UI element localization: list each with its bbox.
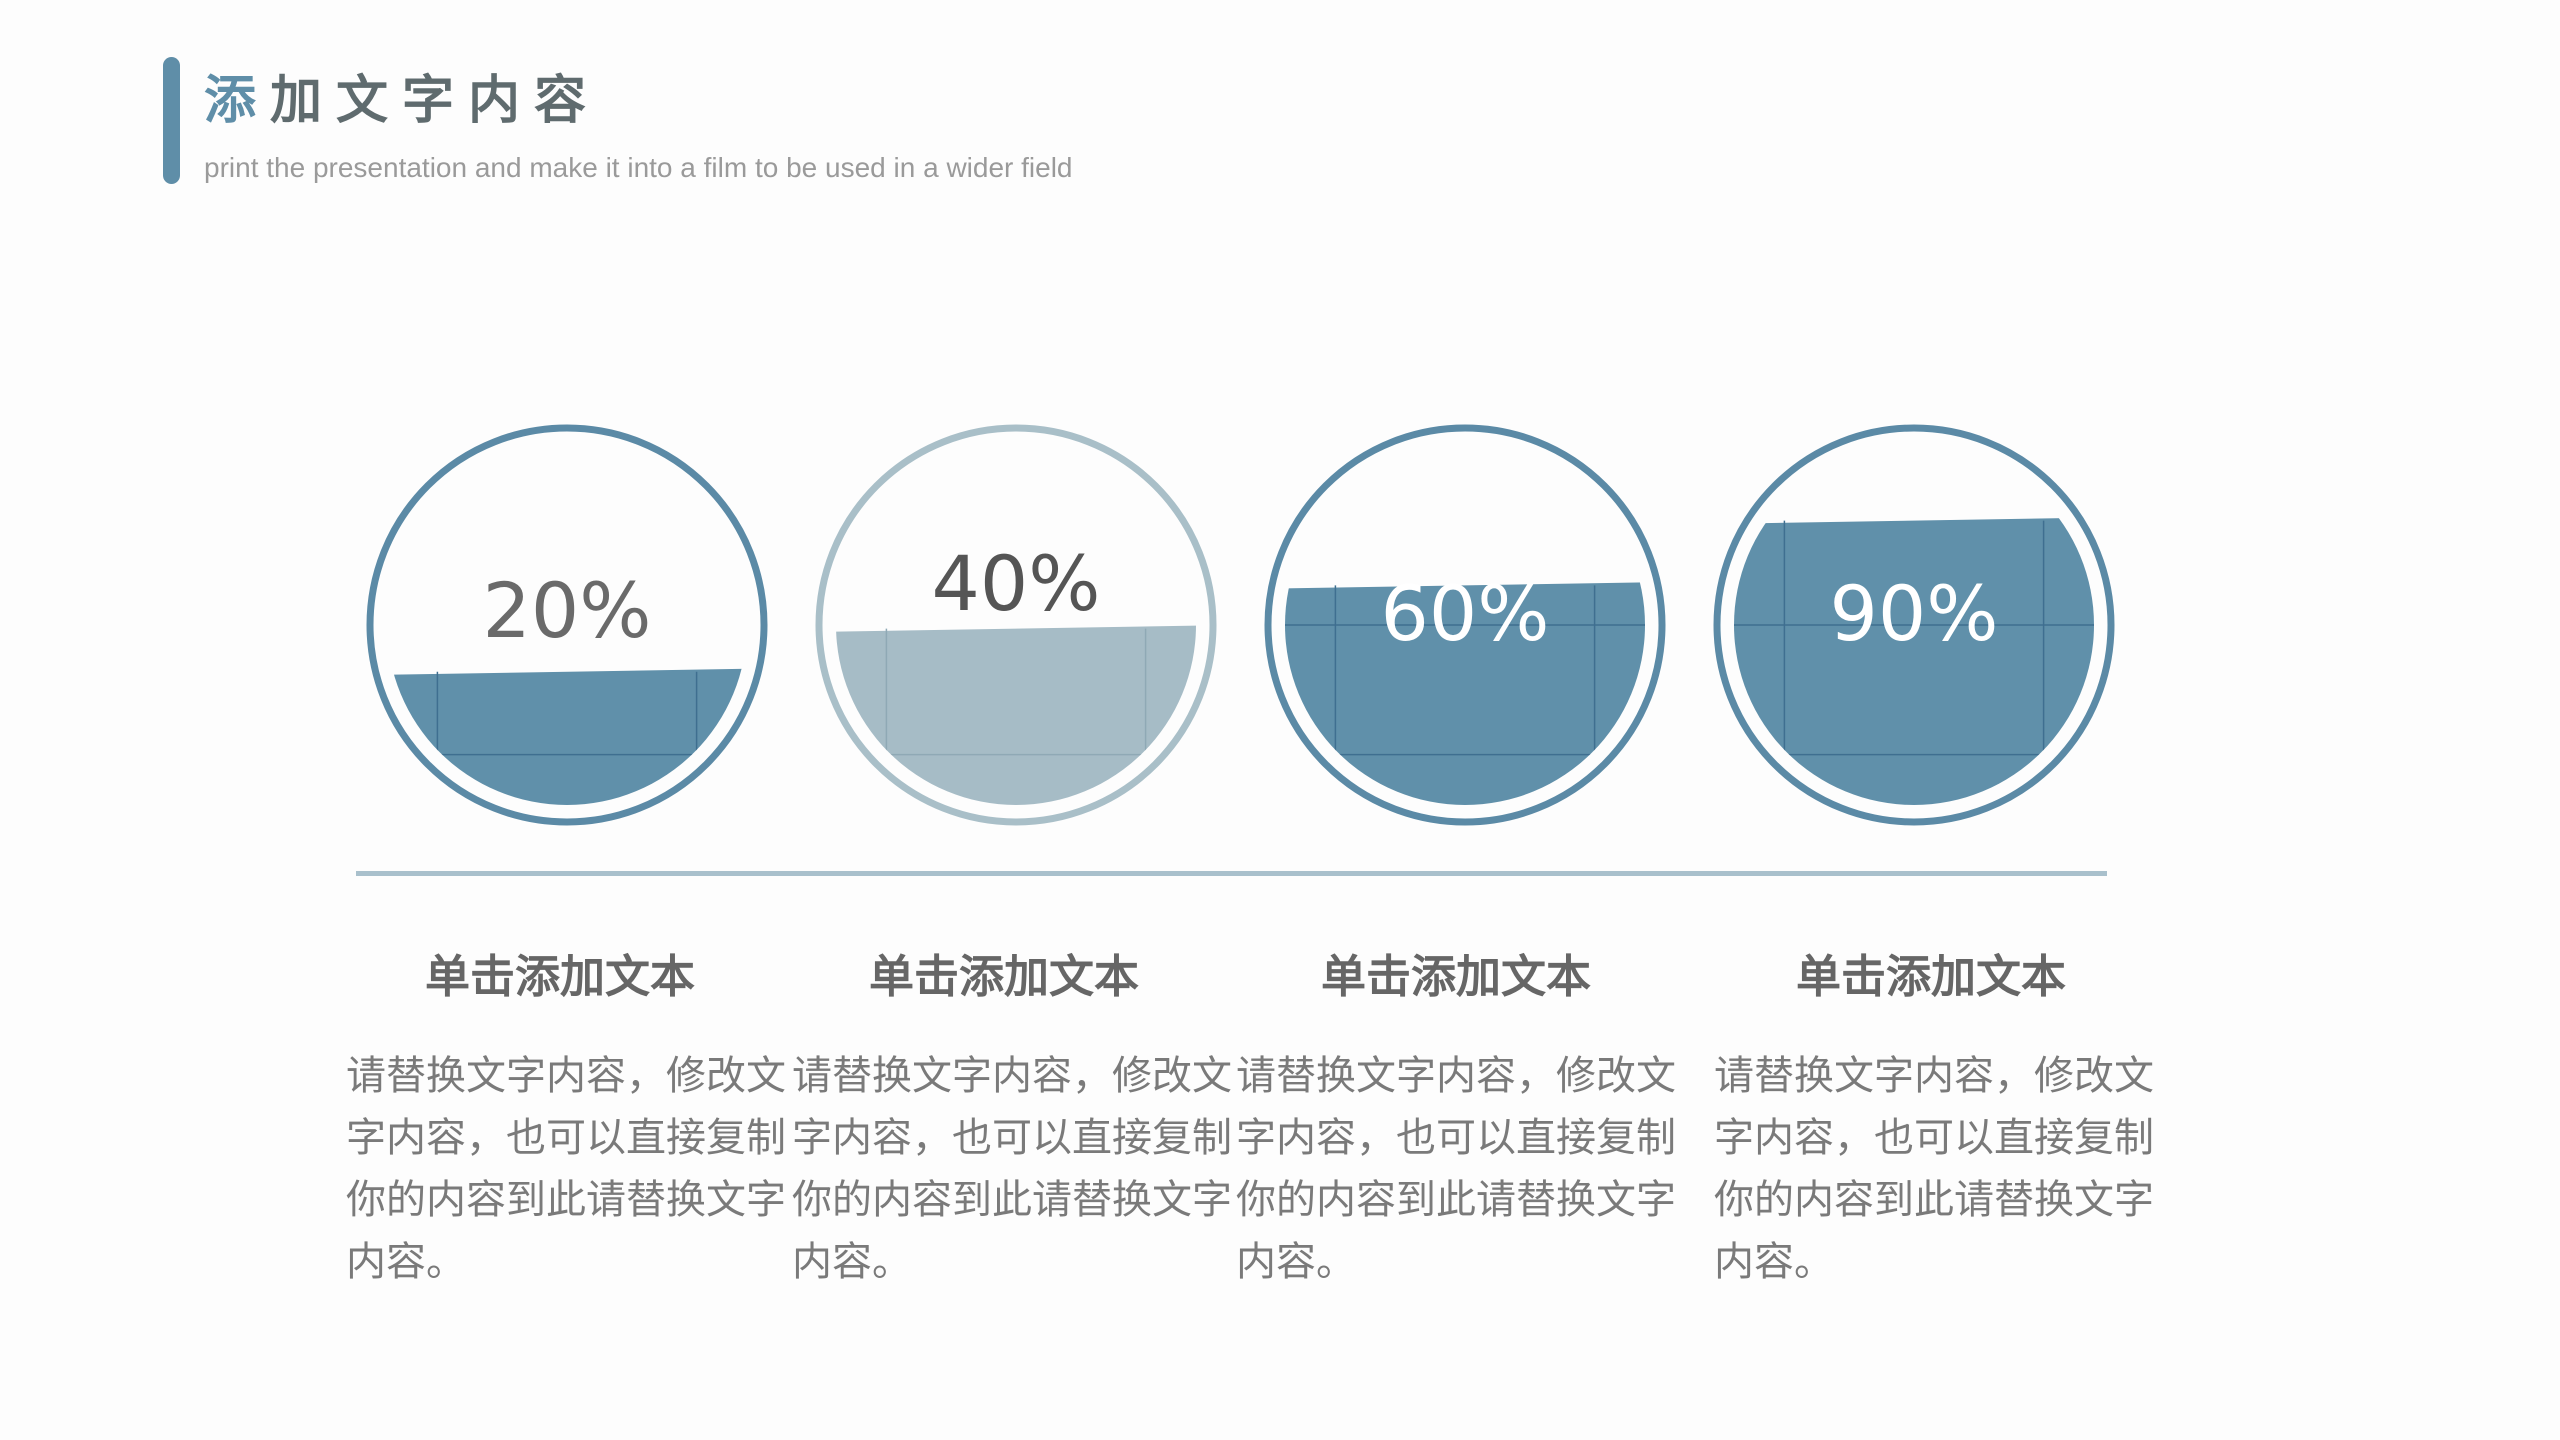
column-heading-3: 单击添加文本	[1320, 950, 1591, 1003]
divider-line	[356, 871, 2107, 876]
gauge-fill-group	[1734, 517, 2094, 805]
column-body-2: 请替换文字内容，修改文字内容，也可以直接复制你的内容到此请替换文字内容。	[792, 1053, 1232, 1285]
gauge-value-label: 90%	[1830, 569, 1999, 658]
column-heading-2: 单击添加文本	[868, 950, 1139, 1003]
gauge-fill	[1285, 582, 1645, 805]
gauge-fill	[836, 625, 1196, 805]
title-first-char: 添	[204, 71, 271, 131]
gauge-value-label: 20%	[483, 566, 652, 655]
column-body-3: 请替换文字内容，修改文字内容，也可以直接复制你的内容到此请替换文字内容。	[1236, 1053, 1676, 1285]
gauge-ring	[1264, 424, 1666, 826]
title-accent-bar	[163, 57, 180, 184]
column-heading-4: 单击添加文本	[1795, 950, 2066, 1003]
gauge-ring	[1713, 424, 2115, 826]
column-heading-1: 单击添加文本	[424, 950, 695, 1003]
gauge-ring	[815, 424, 1217, 826]
gauge-value-label: 40%	[932, 539, 1101, 628]
gauge-fill	[387, 668, 747, 805]
gauge-ring	[366, 424, 768, 826]
gauge-value-label: 60%	[1381, 569, 1550, 658]
gauge-fill-group	[387, 668, 747, 805]
page-title: 添加文字内容	[204, 58, 600, 133]
gauge-fill	[1734, 517, 2094, 805]
column-body-4: 请替换文字内容，修改文字内容，也可以直接复制你的内容到此请替换文字内容。	[1714, 1053, 2154, 1285]
page-subtitle: print the presentation and make it into …	[204, 152, 1073, 183]
title-rest: 加文字内容	[270, 71, 601, 131]
column-body-1: 请替换文字内容，修改文字内容，也可以直接复制你的内容到此请替换文字内容。	[346, 1053, 786, 1285]
